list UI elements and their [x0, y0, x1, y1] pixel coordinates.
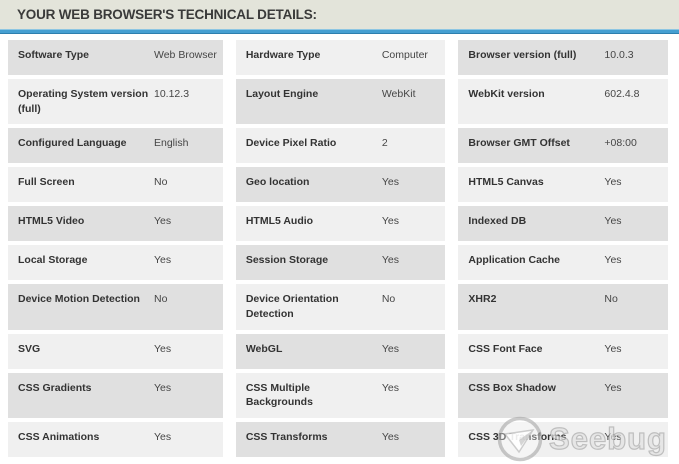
- detail-label: Operating System version (full): [18, 88, 149, 115]
- detail-label: WebGL: [245, 342, 283, 355]
- detail-cell: Software Type Web Browser: [8, 40, 223, 75]
- detail-cell: CSS Multiple Backgrounds Yes: [235, 372, 446, 419]
- detail-label: Device Pixel Ratio: [245, 137, 337, 150]
- detail-value: Yes: [604, 431, 622, 444]
- detail-value: Web Browser: [154, 49, 217, 61]
- detail-value: No: [604, 293, 618, 306]
- detail-cell: Hardware Type Computer: [235, 40, 446, 75]
- detail-value: 10.12.3: [154, 88, 190, 100]
- detail-value: English: [154, 137, 189, 150]
- detail-value: No: [381, 293, 396, 306]
- detail-value: Yes: [154, 254, 172, 267]
- detail-label: Browser GMT Offset: [468, 137, 570, 150]
- detail-label: Full Screen: [18, 176, 75, 189]
- detail-cell: Indexed DB Yes: [458, 206, 668, 242]
- detail-label: Indexed DB: [468, 215, 527, 228]
- detail-label: Device Orientation Detection: [245, 293, 339, 321]
- detail-label: CSS Gradients: [18, 381, 92, 394]
- detail-label: CSS Multiple Backgrounds: [245, 381, 313, 409]
- detail-label: Device Motion Detection: [18, 293, 140, 306]
- detail-value: No: [154, 176, 168, 189]
- detail-cell: Operating System version (full) 10.12.3: [8, 79, 223, 125]
- detail-value: Yes: [604, 254, 622, 267]
- detail-cell: Device Orientation Detection No: [235, 284, 446, 330]
- detail-label: Browser version (full): [468, 49, 577, 61]
- detail-label: SVG: [18, 342, 41, 355]
- detail-value: +08:00: [604, 137, 637, 150]
- detail-value: 602.4.8: [604, 88, 640, 100]
- detail-value: Yes: [604, 176, 622, 189]
- detail-label: Hardware Type: [245, 49, 321, 61]
- detail-value: Yes: [604, 215, 622, 228]
- detail-label: CSS Transforms: [245, 431, 328, 444]
- detail-value: Yes: [381, 176, 399, 189]
- detail-value: WebKit: [381, 88, 416, 100]
- detail-cell: HTML5 Audio Yes: [235, 206, 446, 242]
- detail-label: CSS Animations: [18, 431, 100, 444]
- detail-cell: Geo location Yes: [235, 167, 446, 203]
- detail-value: 2: [381, 137, 388, 150]
- detail-label: HTML5 Audio: [245, 215, 314, 228]
- detail-label: Application Cache: [468, 254, 561, 267]
- detail-cell: CSS Font Face Yes: [458, 333, 668, 369]
- detail-value: Yes: [604, 342, 622, 355]
- detail-value: Yes: [381, 381, 399, 394]
- detail-cell: WebKit version 602.4.8: [458, 79, 668, 125]
- detail-label: XHR2: [468, 293, 497, 306]
- detail-label: Geo location: [245, 176, 310, 189]
- detail-cell: WebGL Yes: [235, 333, 446, 369]
- detail-value: Yes: [154, 215, 172, 228]
- detail-cell: Configured Language English: [8, 128, 223, 164]
- detail-cell: Device Pixel Ratio 2: [235, 128, 446, 164]
- detail-label: CSS 3D Transforms: [468, 431, 567, 444]
- detail-label: CSS Box Shadow: [468, 381, 556, 394]
- detail-value: Yes: [381, 342, 399, 355]
- detail-cell: SVG Yes: [8, 333, 223, 369]
- detail-cell: CSS Transforms Yes: [235, 422, 446, 458]
- detail-cell: Local Storage Yes: [8, 245, 223, 281]
- detail-value: Computer: [381, 49, 428, 61]
- detail-cell: Application Cache Yes: [458, 245, 668, 281]
- detail-value: Yes: [381, 254, 399, 267]
- detail-cell: XHR2 No: [458, 284, 668, 330]
- detail-label: Software Type: [18, 49, 89, 61]
- detail-value: Yes: [154, 342, 172, 355]
- detail-cell: CSS Animations Yes: [8, 422, 223, 458]
- detail-value: Yes: [381, 215, 399, 228]
- details-table: Software Type Web Browser Hardware Type Com…: [8, 40, 668, 458]
- detail-label: Layout Engine: [245, 88, 319, 100]
- page-header: YOUR WEB BROWSER'S TECHNICAL DETAILS:: [0, 0, 679, 29]
- detail-cell: CSS Gradients Yes: [8, 372, 223, 419]
- detail-value: No: [154, 293, 168, 306]
- detail-cell: Device Motion Detection No: [8, 284, 223, 330]
- detail-cell: CSS 3D Transforms Yes: [458, 422, 668, 458]
- detail-label: HTML5 Canvas: [468, 176, 544, 189]
- detail-value: 10.0.3: [604, 49, 634, 61]
- detail-cell: Browser version (full) 10.0.3: [458, 40, 668, 75]
- accent-bar: [0, 29, 679, 34]
- detail-cell: Browser GMT Offset +08:00: [458, 128, 668, 164]
- detail-value: Yes: [381, 431, 399, 444]
- detail-cell: HTML5 Video Yes: [8, 206, 223, 242]
- detail-cell: Session Storage Yes: [235, 245, 446, 281]
- detail-cell: Layout Engine WebKit: [235, 79, 446, 125]
- detail-label: CSS Font Face: [468, 342, 543, 355]
- detail-value: Yes: [604, 381, 622, 394]
- detail-cell: Full Screen No: [8, 167, 223, 203]
- detail-label: HTML5 Video: [18, 215, 85, 228]
- detail-cell: CSS Box Shadow Yes: [458, 372, 668, 419]
- page-title: YOUR WEB BROWSER'S TECHNICAL DETAILS:: [17, 7, 317, 22]
- detail-value: Yes: [154, 431, 172, 444]
- detail-label: Local Storage: [18, 254, 88, 267]
- detail-label: Configured Language: [18, 137, 127, 150]
- detail-value: Yes: [154, 381, 172, 394]
- detail-cell: HTML5 Canvas Yes: [458, 167, 668, 203]
- detail-label: Session Storage: [245, 254, 329, 267]
- detail-label: WebKit version: [468, 88, 545, 100]
